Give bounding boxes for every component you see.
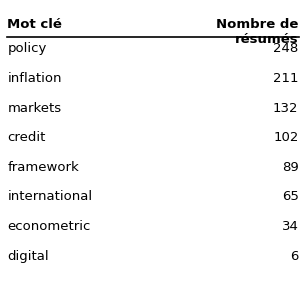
Text: credit: credit (7, 131, 46, 144)
Text: 211: 211 (273, 72, 299, 85)
Text: digital: digital (7, 250, 49, 263)
Text: 89: 89 (282, 161, 299, 174)
Text: framework: framework (7, 161, 79, 174)
Text: 34: 34 (282, 220, 299, 233)
Text: 65: 65 (282, 190, 299, 203)
Text: Nombre de
résumés: Nombre de résumés (216, 18, 299, 46)
Text: 248: 248 (273, 42, 299, 55)
Text: international: international (7, 190, 93, 203)
Text: econometric: econometric (7, 220, 91, 233)
Text: markets: markets (7, 101, 62, 115)
Text: Mot clé: Mot clé (7, 18, 62, 31)
Text: 6: 6 (290, 250, 299, 263)
Text: 102: 102 (273, 131, 299, 144)
Text: inflation: inflation (7, 72, 62, 85)
Text: 132: 132 (273, 101, 299, 115)
Text: policy: policy (7, 42, 47, 55)
